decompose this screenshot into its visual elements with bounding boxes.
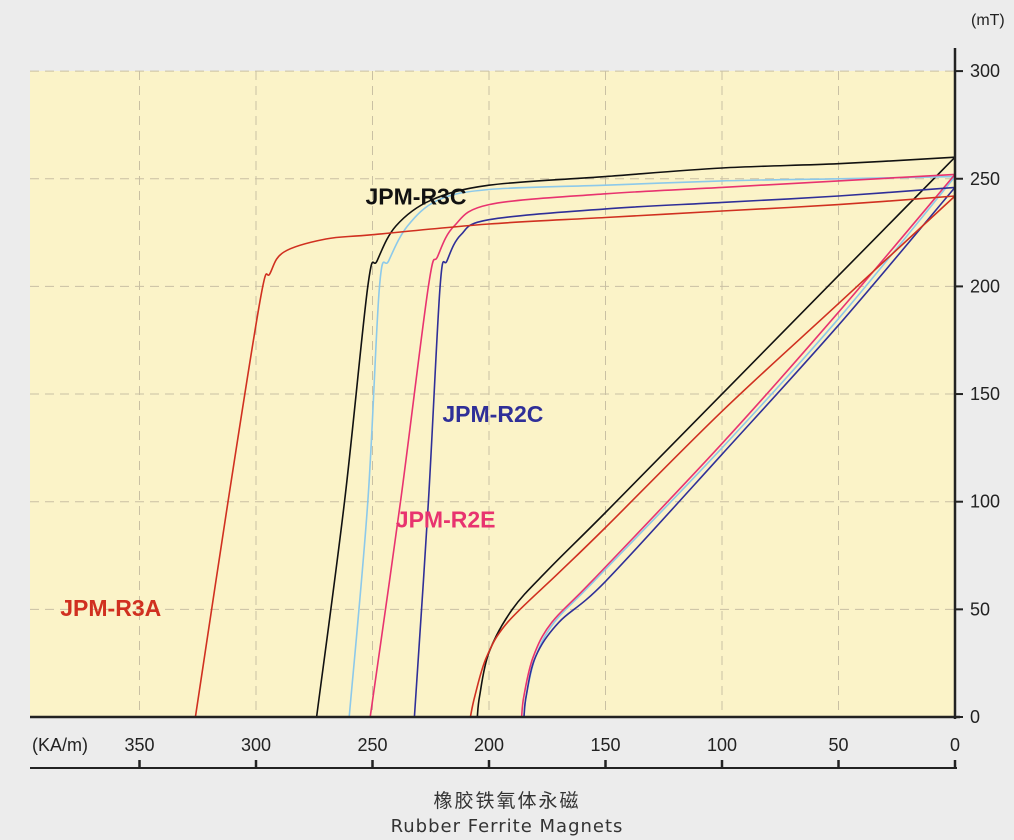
caption-english: Rubber Ferrite Magnets [390,816,624,837]
x-tick-label: 250 [357,735,387,755]
series-line-jpm-r2c-b-curve [523,186,956,718]
x-tick-label: 0 [950,735,960,755]
x-tick-label: 350 [124,735,154,755]
curve-label-jpm-r3a: JPM-R3A [60,595,161,621]
caption-chinese: 橡胶铁氧体永磁 [433,790,581,812]
curve-label-jpm-r2c: JPM-R2C [442,401,543,427]
x-tick-label: 300 [241,735,271,755]
curve-label-jpm-r2e: JPM-R2E [396,507,496,533]
series-line-jpm-r2e-j-curve [369,173,956,718]
series-line-jpm-r2c-j-curve [413,186,956,718]
series-line-unlabeled-lightblue-j-curve [348,175,956,718]
x-tick-label: 200 [474,735,504,755]
series-line-jpm-r3a-j-curve [194,195,956,718]
x-tick-label: 150 [590,735,620,755]
series-line-jpm-r3c-b-curve [476,156,956,718]
series-line-jpm-r2e-b-curve [520,173,956,718]
x-tick-label: 50 [828,735,848,755]
y-tick-label: 250 [970,169,1000,189]
y-tick-label: 200 [970,276,1000,296]
axes-layer: 0 50 100 150 200 250 300 350 300 250 200 150 100 50 0 [30,48,1000,769]
curve-labels: JPM-R3C JPM-R2C JPM-R2E JPM-R3A [60,184,543,621]
series-line-jpm-r3c-j-curve [315,156,956,718]
curves-layer [194,156,956,718]
y-tick-label: 0 [970,707,980,727]
curve-label-jpm-r3c: JPM-R3C [366,184,467,210]
y-tick-label: 100 [970,492,1000,512]
series-line-jpm-r3a-b-curve [469,195,956,718]
x-unit-label: (KA/m) [32,735,88,755]
y-tick-label: 50 [970,599,990,619]
y-tick-label: 150 [970,384,1000,404]
y-tick-label: 300 [970,61,1000,81]
y-unit-label: (mT) [971,12,1005,29]
grid-lines [30,70,955,717]
x-tick-label: 100 [707,735,737,755]
